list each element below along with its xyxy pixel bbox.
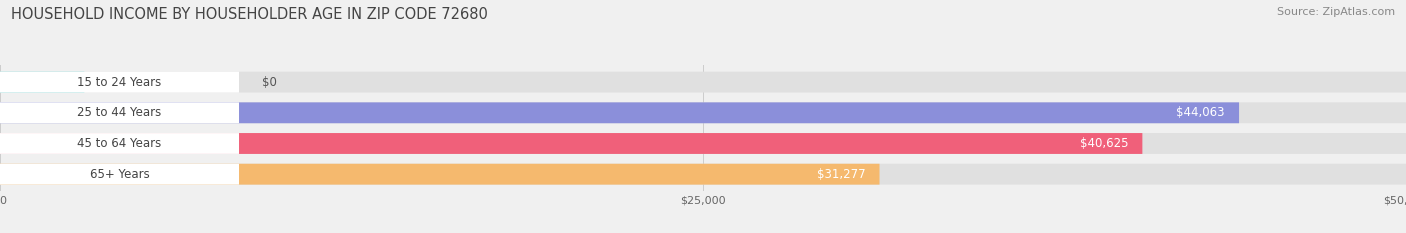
Text: $31,277: $31,277 [817,168,866,181]
FancyBboxPatch shape [0,102,1406,123]
Text: 45 to 64 Years: 45 to 64 Years [77,137,162,150]
FancyBboxPatch shape [0,164,1406,185]
Text: HOUSEHOLD INCOME BY HOUSEHOLDER AGE IN ZIP CODE 72680: HOUSEHOLD INCOME BY HOUSEHOLDER AGE IN Z… [11,7,488,22]
Text: 25 to 44 Years: 25 to 44 Years [77,106,162,119]
Text: Source: ZipAtlas.com: Source: ZipAtlas.com [1277,7,1395,17]
Text: 65+ Years: 65+ Years [90,168,149,181]
Text: $0: $0 [262,76,277,89]
FancyBboxPatch shape [0,164,880,185]
FancyBboxPatch shape [0,133,1406,154]
FancyBboxPatch shape [0,102,239,123]
FancyBboxPatch shape [0,72,1406,93]
Text: $40,625: $40,625 [1080,137,1129,150]
Text: $44,063: $44,063 [1177,106,1225,119]
Text: 15 to 24 Years: 15 to 24 Years [77,76,162,89]
FancyBboxPatch shape [0,102,1239,123]
FancyBboxPatch shape [0,133,239,154]
FancyBboxPatch shape [0,133,1142,154]
FancyBboxPatch shape [0,72,84,93]
FancyBboxPatch shape [0,72,239,93]
FancyBboxPatch shape [0,164,239,185]
